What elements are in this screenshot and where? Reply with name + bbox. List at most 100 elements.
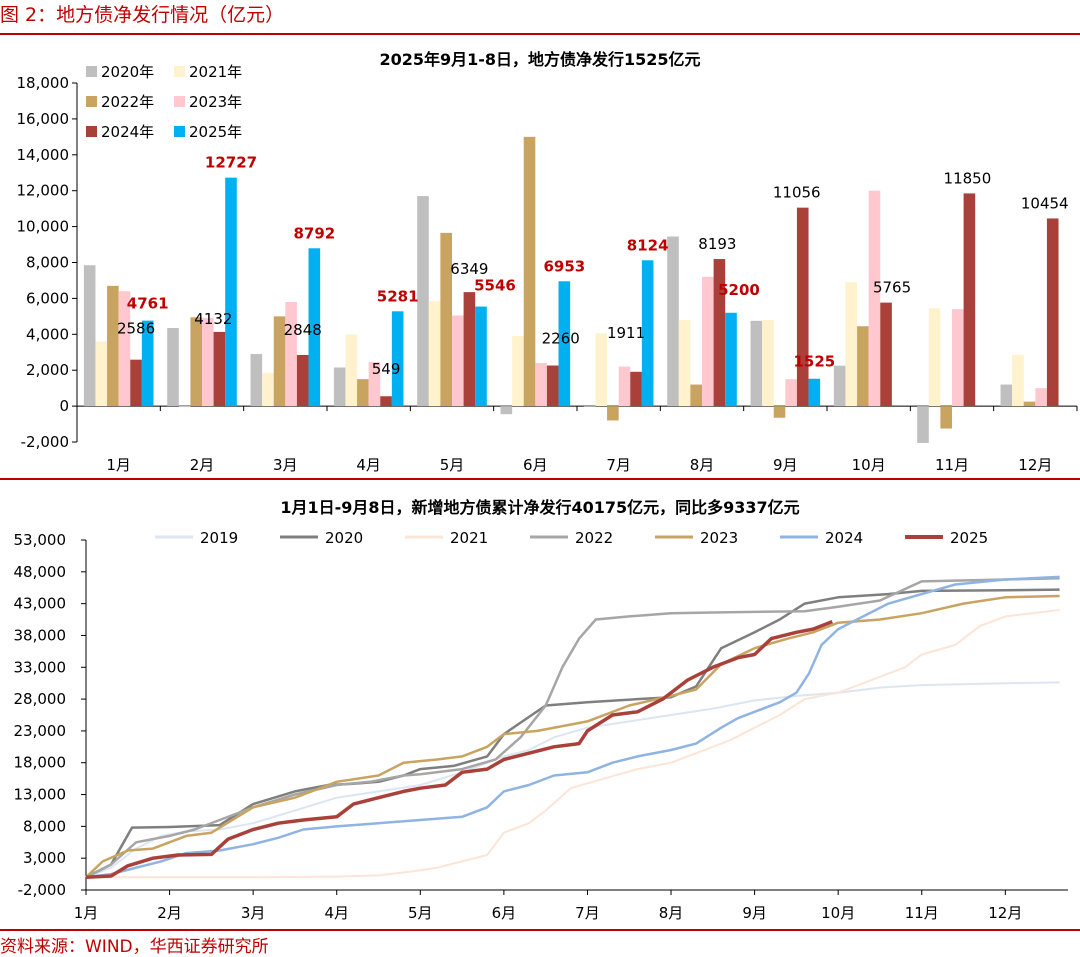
bar-2024年-3月 bbox=[296, 354, 309, 407]
bar-chart-title: 2025年9月1-8日，地方债净发行1525亿元 bbox=[379, 50, 700, 69]
legend-label-2025: 2025 bbox=[950, 529, 988, 547]
legend-swatch-2023年 bbox=[174, 96, 185, 107]
label-2024: 5765 bbox=[873, 279, 911, 297]
bar-2023年-6月 bbox=[535, 363, 547, 407]
line-series-2023 bbox=[85, 594, 1060, 879]
bar-2020年-9月 bbox=[750, 320, 763, 407]
bar-2020年-10月 bbox=[833, 365, 846, 407]
legend-swatch-2021年 bbox=[174, 66, 185, 77]
bar-2025年-8月 bbox=[725, 312, 737, 407]
bar-2024年-5月 bbox=[463, 292, 476, 407]
bar-2024年-9月 bbox=[796, 207, 809, 407]
line-y-tick-label: 33,000 bbox=[14, 658, 67, 676]
line-series-2025 bbox=[85, 619, 833, 880]
line-y-tick-label: 13,000 bbox=[14, 786, 67, 804]
bar-2021年-3月 bbox=[262, 372, 274, 407]
label-2025: 4761 bbox=[127, 295, 169, 313]
legend-label-2019: 2019 bbox=[200, 529, 238, 547]
bar-2025年-4月 bbox=[391, 311, 404, 407]
line-y-tick-label: 28,000 bbox=[14, 690, 67, 708]
legend-swatch-2024年 bbox=[86, 126, 97, 137]
line-y-tick-label: -2,000 bbox=[18, 881, 66, 899]
legend-label-2024年: 2024年 bbox=[101, 123, 154, 141]
bar-2023年-7月 bbox=[618, 366, 631, 407]
bar-2022年-10月 bbox=[857, 326, 869, 407]
bar-2020年-7月 bbox=[583, 406, 596, 407]
bar-2021年-10月 bbox=[845, 282, 858, 407]
middle-rule bbox=[0, 478, 1080, 480]
bar-2021年-6月 bbox=[512, 336, 524, 407]
label-2024: 2260 bbox=[542, 330, 580, 348]
line-y-tick-label: 53,000 bbox=[14, 531, 67, 549]
line-x-tick-label: 9月 bbox=[742, 904, 767, 922]
bar-x-tick-label: 9月 bbox=[773, 456, 798, 474]
line-y-tick-label: 38,000 bbox=[14, 626, 67, 644]
bar-2021年-8月 bbox=[678, 319, 691, 407]
bar-2023年-9月 bbox=[785, 379, 797, 407]
line-y-tick-label: 18,000 bbox=[14, 754, 67, 772]
bar-y-tick-label: 16,000 bbox=[17, 110, 70, 128]
bar-2023年-11月 bbox=[952, 309, 964, 407]
bar-2024年-11月 bbox=[963, 193, 976, 407]
label-2025: 6953 bbox=[543, 257, 585, 275]
top-rule bbox=[0, 33, 1080, 35]
bar-2021年-11月 bbox=[928, 308, 941, 407]
bar-2024年-10月 bbox=[880, 302, 892, 407]
bar-y-tick-label: 12,000 bbox=[17, 182, 70, 200]
bar-y-tick-label: 4,000 bbox=[26, 325, 69, 343]
label-2024: 11056 bbox=[773, 184, 821, 202]
bar-y-tick-label: 10,000 bbox=[17, 218, 70, 236]
line-x-tick-label: 11月 bbox=[905, 904, 939, 922]
legend-label-2023年: 2023年 bbox=[189, 93, 242, 111]
legend-swatch-2022年 bbox=[86, 96, 97, 107]
label-2025: 8792 bbox=[293, 224, 335, 242]
bar-2022年-5月 bbox=[440, 232, 452, 407]
bar-x-tick-label: 11月 bbox=[935, 456, 969, 474]
bar-x-tick-label: 12月 bbox=[1018, 456, 1052, 474]
bar-2020年-5月 bbox=[417, 196, 429, 407]
line-y-tick-label: 8,000 bbox=[23, 817, 66, 835]
bar-2024年-6月 bbox=[546, 365, 559, 407]
legend-label-2020: 2020 bbox=[325, 529, 363, 547]
bar-2021年-12月 bbox=[1012, 354, 1024, 407]
label-2024: 8193 bbox=[698, 235, 736, 253]
bar-y-tick-label: 18,000 bbox=[17, 74, 70, 92]
figure-title: 图 2：地方债净发行情况（亿元） bbox=[0, 4, 285, 26]
label-2024: 1911 bbox=[607, 324, 645, 342]
legend-label-2021: 2021 bbox=[450, 529, 488, 547]
bar-2023年-3月 bbox=[285, 301, 297, 407]
label-2025: 5281 bbox=[377, 287, 419, 305]
label-2025: 8124 bbox=[627, 236, 669, 254]
line-series-2019 bbox=[85, 681, 1060, 879]
line-series-2024 bbox=[85, 575, 1060, 879]
bar-2021年-9月 bbox=[762, 319, 774, 407]
bar-2022年-11月 bbox=[940, 406, 952, 429]
legend-label-2022: 2022 bbox=[575, 529, 613, 547]
bar-x-tick-label: 3月 bbox=[273, 456, 298, 474]
bar-y-tick-label: 6,000 bbox=[26, 289, 69, 307]
label-2025: 1525 bbox=[793, 353, 835, 371]
bar-y-tick-label: 0 bbox=[59, 397, 69, 415]
label-2024: 6349 bbox=[450, 260, 488, 278]
bar-x-tick-label: 2月 bbox=[190, 456, 215, 474]
line-x-tick-label: 4月 bbox=[324, 904, 349, 922]
bar-2022年-9月 bbox=[773, 406, 786, 418]
bar-2020年-3月 bbox=[250, 354, 263, 407]
line-series-2021 bbox=[86, 609, 1060, 879]
label-2025: 5200 bbox=[718, 281, 760, 299]
legend-label-2022年: 2022年 bbox=[101, 93, 154, 111]
label-2025: 5546 bbox=[474, 277, 516, 295]
legend-swatch-2020年 bbox=[86, 66, 97, 77]
bar-2022年-6月 bbox=[523, 136, 536, 407]
bar-chart: 2025年9月1-8日，地方债净发行1525亿元 18,000 16,000 14,0… bbox=[17, 50, 1078, 474]
line-x-tick-label: 7月 bbox=[575, 904, 600, 922]
bar-2024年-4月 bbox=[380, 396, 392, 407]
bar-2024年-8月 bbox=[713, 259, 726, 407]
line-series-2020 bbox=[85, 588, 1060, 879]
line-y-tick-label: 23,000 bbox=[14, 722, 67, 740]
bar-2025年-2月 bbox=[225, 177, 237, 407]
legend-label-2021年: 2021年 bbox=[189, 63, 242, 81]
bar-2023年-12月 bbox=[1035, 388, 1047, 407]
legend-label-2025年: 2025年 bbox=[189, 123, 242, 141]
line-y-tick-label: 43,000 bbox=[14, 595, 67, 613]
